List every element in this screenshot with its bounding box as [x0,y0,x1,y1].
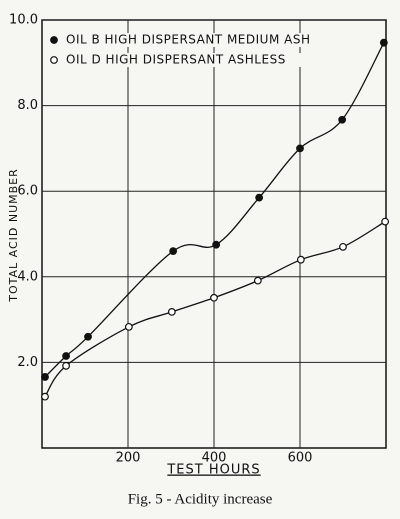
data-point [62,352,70,360]
data-point [167,307,176,316]
legend-marker [50,36,58,44]
x-tick-label: 600 [288,451,313,466]
data-point [124,322,133,331]
legend-bg [62,53,362,67]
data-point [62,361,70,370]
y-tick-label: 6.0 [17,184,38,199]
y-tick-label: 2.0 [17,355,38,370]
data-point [339,242,347,251]
y-tick-label: 8.0 [17,98,38,113]
y-tick-label: 10.0 [9,13,38,28]
x-tick-label: 400 [202,451,227,466]
data-point [379,38,388,47]
legend-label: OIL B HIGH DISPERSANT MEDIUM ASH [66,33,310,47]
data-point [296,255,305,264]
data-point [255,193,264,202]
data-point [212,240,221,249]
legend-bg [62,33,362,47]
legend-label: OIL D HIGH DISPERSANT ASHLESS [66,53,286,67]
x-axis-label: TEST HOURS [166,463,260,478]
x-tick-label: 200 [116,451,141,466]
data-point [41,392,49,401]
y-tick-label: 4.0 [17,269,38,284]
data-point [210,293,218,302]
data-point [84,332,92,341]
data-point [41,373,49,381]
y-axis-label: TOTAL ACID NUMBER [7,168,20,303]
caption: Fig. 5 - Acidity increase [128,491,273,507]
data-point [381,217,390,226]
data-point [296,144,304,153]
data-point [253,276,262,285]
data-point [338,115,347,124]
data-point [169,247,178,256]
legend-marker [50,56,58,64]
